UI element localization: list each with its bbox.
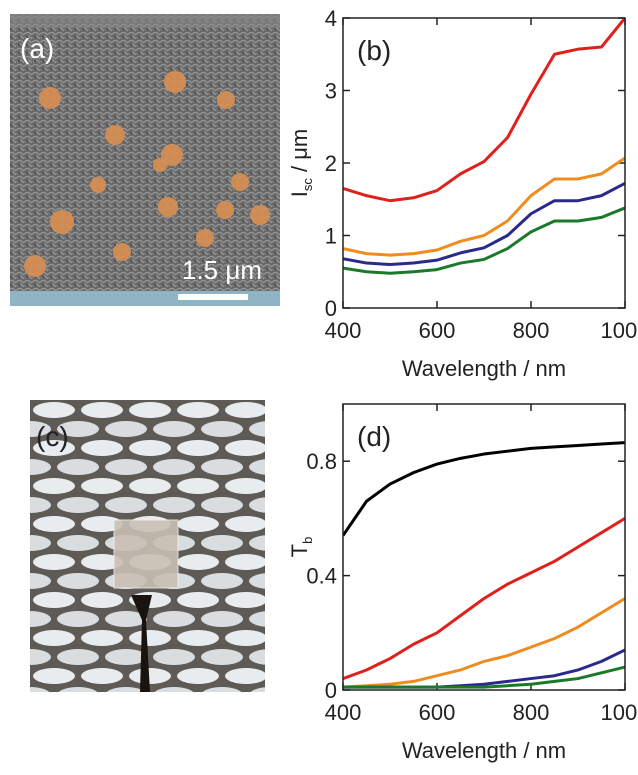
y-tick-label: 0.4: [306, 564, 337, 589]
y-axis-label-part: sc: [300, 178, 315, 192]
y-tick-label: 2: [325, 151, 337, 176]
x-axis-label: Wavelength / nm: [402, 738, 566, 763]
scale-bar-label: 1.5 μm: [182, 255, 262, 285]
plot-area: [343, 441, 625, 689]
x-tick-label: 400: [325, 318, 362, 343]
y-tick-label: 3: [325, 79, 337, 104]
panel-label: (c): [36, 421, 69, 452]
y-tick-label: 0: [325, 678, 337, 703]
y-axis-label-part: / μm: [287, 129, 312, 178]
panel-label: (d): [357, 421, 391, 452]
data-line: [343, 517, 625, 680]
data-line: [343, 18, 625, 203]
y-tick-label: 1: [325, 224, 337, 249]
y-axis-label: Tb: [287, 537, 315, 558]
data-line: [343, 441, 625, 537]
panel-label: (b): [357, 35, 391, 66]
x-tick-label: 600: [419, 318, 456, 343]
y-axis-label-part: I: [287, 191, 312, 197]
y-axis-label-part: b: [300, 537, 315, 544]
x-tick-label: 400: [325, 700, 362, 725]
plot-frame: [342, 17, 626, 309]
x-tick-label: 600: [419, 700, 456, 725]
plot-frame: [342, 403, 626, 691]
y-tick-label: 4: [325, 6, 337, 31]
y-tick-label: 0: [325, 296, 337, 321]
x-tick-label: 800: [513, 318, 550, 343]
data-line: [343, 597, 625, 689]
panel-label: (a): [20, 33, 54, 64]
data-line: [343, 665, 625, 689]
data-line: [343, 648, 625, 689]
data-line: [343, 206, 625, 275]
data-line: [343, 181, 625, 266]
y-tick-label: 0.8: [306, 449, 337, 474]
y-axis-label-part: T: [287, 544, 312, 557]
x-tick-label: 800: [513, 700, 550, 725]
plot-area: [343, 18, 625, 275]
data-line: [343, 156, 625, 257]
y-axis-label: Isc / μm: [287, 129, 315, 197]
sem-image: (a) 1.5 μm: [10, 14, 280, 306]
photo: (c): [30, 400, 265, 692]
x-axis-label: Wavelength / nm: [402, 356, 566, 381]
